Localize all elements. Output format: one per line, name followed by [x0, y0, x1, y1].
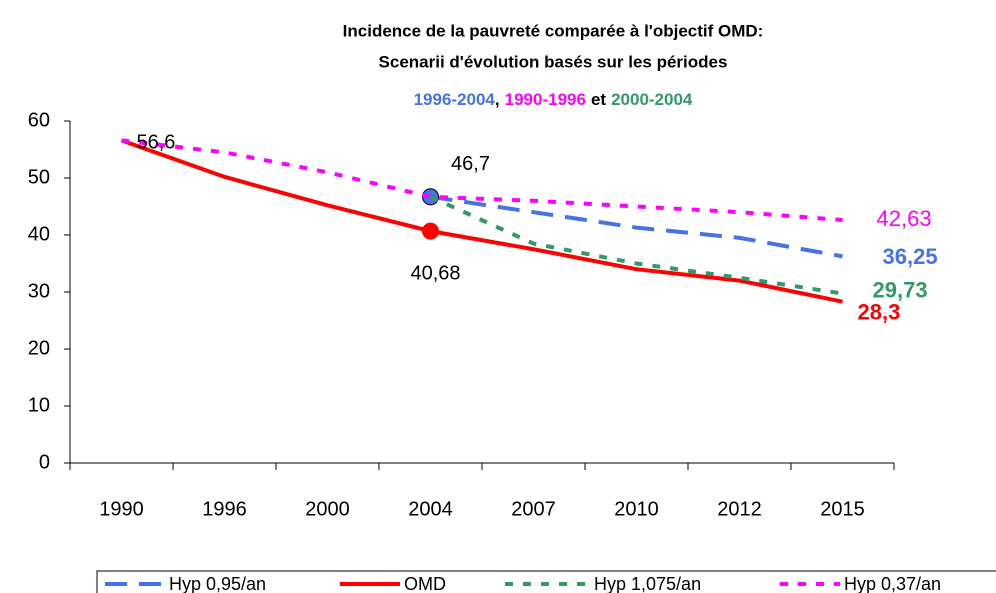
series-line	[430, 194, 843, 259]
chart-title: Scenarii d'évolution basés sur les pério…	[379, 52, 728, 71]
legend-label: OMD	[404, 574, 446, 593]
y-tick-label: 0	[39, 451, 50, 473]
y-tick-label: 60	[28, 109, 50, 131]
y-tick-label: 40	[28, 223, 50, 245]
chart-subtitle: 1996-2004, 1990-1996 et 2000-2004	[414, 90, 693, 109]
x-tick-label: 2010	[614, 498, 659, 520]
subtitle-part: 2000-2004	[611, 90, 693, 109]
subtitle-part: 1990-1996	[505, 90, 586, 109]
data-label: 46,7	[451, 153, 490, 175]
x-tick-label: 2007	[511, 498, 556, 520]
y-tick-label: 10	[28, 394, 50, 416]
data-label: 36,25	[883, 244, 938, 269]
series-line	[120, 138, 843, 304]
subtitle-part: ,	[495, 90, 500, 109]
y-tick-label: 50	[28, 166, 50, 188]
x-tick-label: 1996	[202, 498, 247, 520]
x-tick-label: 2012	[717, 498, 762, 520]
x-tick-label: 2004	[408, 498, 453, 520]
data-label: 42,63	[877, 206, 932, 231]
legend-box	[96, 570, 996, 593]
y-tick-label: 30	[28, 280, 50, 302]
series-line	[429, 194, 843, 296]
subtitle-part: et	[591, 90, 606, 109]
legend-label: Hyp 0,37/an	[844, 574, 941, 593]
data-label: 28,3	[858, 300, 901, 325]
x-tick-label: 2000	[305, 498, 350, 520]
x-tick-label: 1990	[99, 498, 144, 520]
point-marker	[422, 222, 439, 240]
data-label: 40,68	[410, 262, 460, 284]
chart-title: Incidence de la pauvreté comparée à l'ob…	[343, 21, 764, 40]
legend-label: Hyp 1,075/an	[594, 574, 701, 593]
subtitle-part: 1996-2004	[414, 90, 496, 109]
data-label: 29,73	[873, 277, 928, 302]
legend-label: Hyp 0,95/an	[169, 574, 266, 593]
data-label: 56,6	[137, 132, 176, 154]
series-line	[121, 138, 843, 223]
y-tick-label: 20	[28, 337, 50, 359]
x-tick-label: 2015	[820, 498, 865, 520]
